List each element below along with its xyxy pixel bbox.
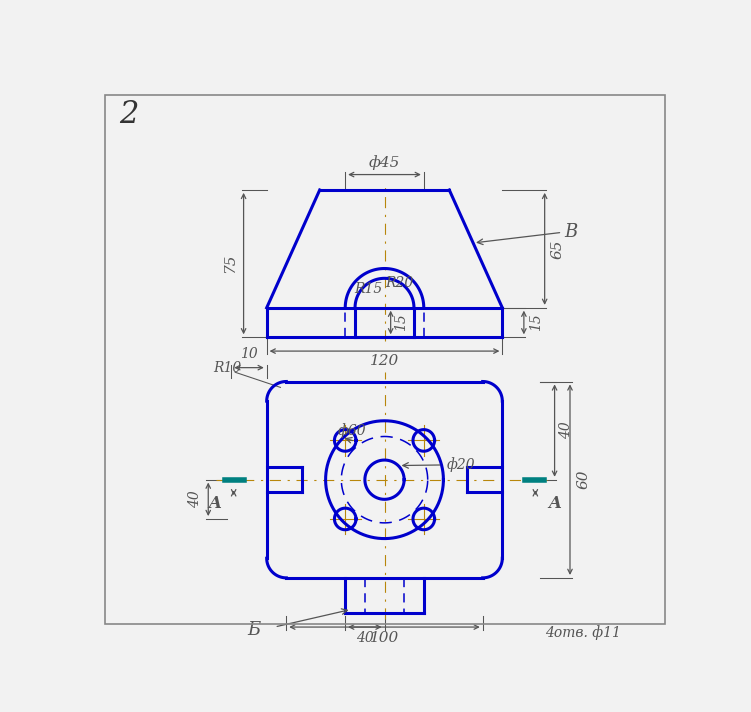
Text: ф20: ф20	[447, 458, 475, 472]
Text: ф45: ф45	[369, 155, 400, 170]
Text: R20: R20	[385, 276, 414, 290]
Text: ф60: ф60	[338, 424, 366, 439]
Text: 10: 10	[240, 347, 258, 362]
Text: 40: 40	[559, 422, 573, 439]
Text: 15: 15	[529, 313, 543, 331]
Text: A: A	[548, 495, 561, 512]
Text: 4отв. ф11: 4отв. ф11	[545, 625, 621, 640]
Text: 40: 40	[188, 491, 202, 508]
Text: 100: 100	[370, 631, 399, 645]
Text: Б: Б	[247, 621, 261, 639]
Text: 15: 15	[394, 313, 409, 331]
Text: 120: 120	[370, 354, 399, 368]
Text: 60: 60	[576, 470, 590, 489]
Text: 65: 65	[550, 239, 565, 258]
Text: B: B	[564, 224, 578, 241]
Text: 40: 40	[356, 631, 374, 645]
Text: 2: 2	[119, 98, 138, 130]
Text: R10: R10	[213, 361, 242, 375]
Text: R15: R15	[354, 282, 382, 295]
Text: 75: 75	[224, 254, 237, 273]
Text: A: A	[208, 495, 221, 512]
